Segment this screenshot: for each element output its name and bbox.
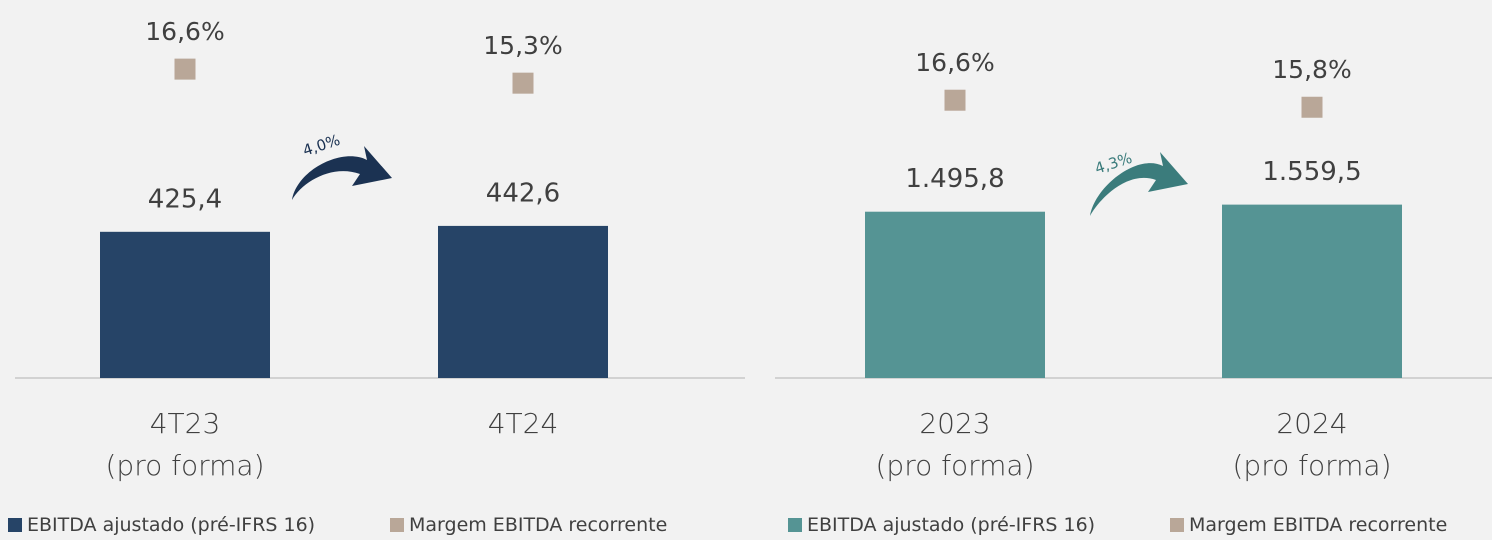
data-label: 1.495,8 <box>905 164 1004 194</box>
legend-item: EBITDA ajustado (pré-IFRS 16) <box>788 514 1095 536</box>
legend-item: Margem EBITDA recorrente <box>390 514 667 536</box>
growth-label: 4,0% <box>301 131 343 160</box>
legend-swatch <box>1170 518 1184 532</box>
data-label: 15,3% <box>483 31 562 60</box>
growth-arrow <box>1090 152 1188 216</box>
data-label: 442,6 <box>486 178 560 208</box>
bar <box>100 231 270 378</box>
legend-label: Margem EBITDA recorrente <box>1189 514 1448 536</box>
data-label: 15,8% <box>1272 55 1351 84</box>
bar <box>438 225 608 378</box>
bar <box>1222 204 1402 378</box>
data-label: 1.559,5 <box>1262 157 1361 187</box>
margin-marker <box>174 58 196 80</box>
x-tick-label: 2023 (pro forma) <box>875 407 1035 482</box>
margin-marker <box>1301 96 1323 118</box>
growth-arrow <box>292 146 392 200</box>
margin-marker <box>944 89 966 111</box>
x-tick-label: 4T23 (pro forma) <box>105 407 265 482</box>
legend-item: EBITDA ajustado (pré-IFRS 16) <box>8 514 315 536</box>
data-label: 16,6% <box>145 17 224 46</box>
legend-label: Margem EBITDA recorrente <box>409 514 668 536</box>
legend-swatch <box>8 518 22 532</box>
legend-label: EBITDA ajustado (pré-IFRS 16) <box>807 514 1096 536</box>
legend-label: EBITDA ajustado (pré-IFRS 16) <box>27 514 316 536</box>
x-tick-label: 2024 (pro forma) <box>1232 407 1392 482</box>
bar <box>865 211 1045 378</box>
legend-swatch <box>390 518 404 532</box>
margin-marker <box>512 72 534 94</box>
legend-swatch <box>788 518 802 532</box>
x-tick-label: 4T24 <box>487 407 559 440</box>
legend-item: Margem EBITDA recorrente <box>1170 514 1447 536</box>
data-label: 16,6% <box>915 48 994 77</box>
data-label: 425,4 <box>148 184 222 214</box>
